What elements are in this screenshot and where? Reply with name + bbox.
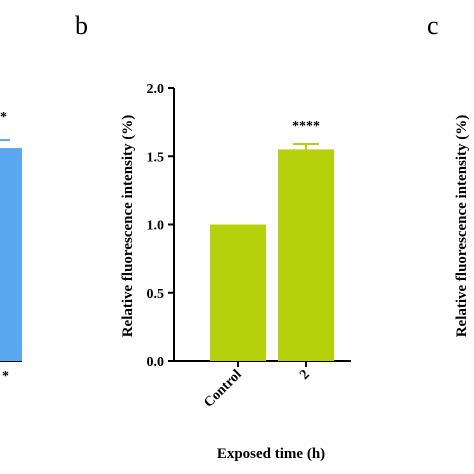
panel-letter-c: c (427, 11, 439, 40)
right-panel-y-axis-title: Relative fluorescence intensity (%) (454, 115, 470, 338)
y-axis-title: Relative fluorescence intensity (%) (120, 115, 136, 338)
x-tick-label: Control (201, 367, 245, 411)
panel-letter-b: b (75, 11, 88, 40)
left-panel-significance: * (0, 110, 7, 125)
y-tick-label: 1.5 (147, 150, 165, 165)
left-panel: * * (0, 110, 22, 384)
right-panel: c Relative fluorescence intensity (%) (427, 11, 470, 337)
bar (210, 224, 266, 361)
x-ticks: Control 2 (201, 361, 313, 411)
left-panel-tick-fragment: * (2, 369, 9, 384)
x-axis-title: Exposed time (h) (217, 446, 325, 462)
y-tick-label: 1.0 (147, 219, 165, 234)
significance-label: **** (292, 119, 320, 134)
x-tick-label: 2 (297, 367, 313, 383)
left-panel-bar (0, 148, 22, 361)
y-tick-label: 0.5 (147, 287, 165, 302)
y-tick-label: 2.0 (147, 82, 165, 97)
y-tick-label: 0.0 (147, 355, 165, 370)
bars: **** (210, 119, 334, 361)
y-ticks: 0.0 0.5 1.0 1.5 2.0 (147, 82, 174, 370)
bar (278, 149, 334, 361)
middle-panel: b Relative fluorescence intensity (%) 0.… (75, 11, 351, 462)
